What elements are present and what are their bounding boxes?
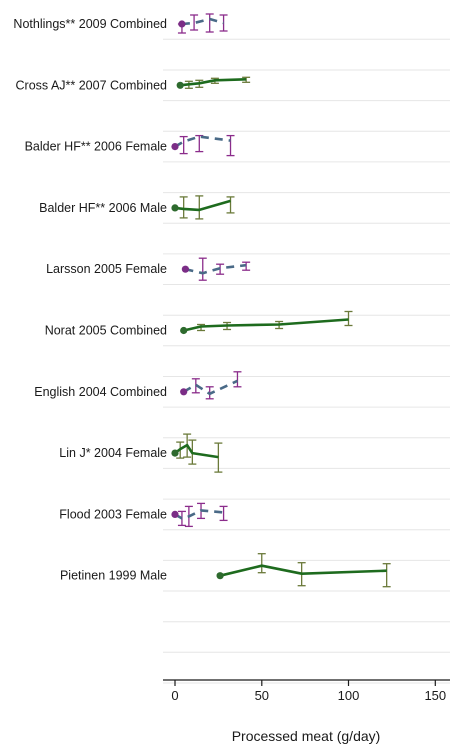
gridlines bbox=[163, 38, 450, 684]
study-label: Balder HF** 2006 Male bbox=[39, 201, 167, 215]
series-line bbox=[183, 318, 349, 332]
series-line bbox=[185, 263, 247, 275]
series-line bbox=[174, 135, 231, 148]
series-line bbox=[181, 17, 224, 26]
study-label: English 2004 Combined bbox=[34, 385, 167, 399]
x-axis: 0 50 100 150 bbox=[163, 679, 450, 703]
study-labels: Nothlings** 2009 Combined Cross AJ** 2007… bbox=[13, 17, 167, 583]
reference-point bbox=[176, 81, 184, 89]
study-series-3 bbox=[171, 195, 235, 220]
study-series-6 bbox=[180, 371, 242, 400]
x-tick-label: 100 bbox=[338, 688, 360, 703]
study-label: Lin J* 2004 Female bbox=[59, 446, 167, 460]
study-label: Cross AJ** 2007 Combined bbox=[16, 78, 168, 92]
reference-point bbox=[171, 449, 179, 457]
reference-point bbox=[178, 20, 186, 28]
x-axis-title: Processed meat (g/day) bbox=[232, 728, 381, 744]
x-tick-label: 0 bbox=[171, 688, 178, 703]
series-line bbox=[174, 199, 231, 212]
study-label: Flood 2003 Female bbox=[59, 507, 167, 521]
study-series-1 bbox=[176, 76, 251, 89]
reference-point bbox=[180, 388, 188, 396]
study-label: Balder HF** 2006 Female bbox=[25, 140, 167, 154]
reference-point bbox=[180, 326, 188, 335]
study-series-9 bbox=[216, 553, 391, 588]
series-line bbox=[219, 564, 387, 577]
reference-point bbox=[171, 204, 179, 212]
study-series-2 bbox=[171, 134, 235, 157]
study-series bbox=[171, 13, 391, 588]
study-series-8 bbox=[171, 502, 228, 528]
reference-point bbox=[171, 143, 179, 151]
x-tick-label: 150 bbox=[424, 688, 446, 703]
study-label: Pietinen 1999 Male bbox=[60, 569, 167, 583]
series-line bbox=[174, 509, 224, 520]
series-line bbox=[174, 443, 219, 459]
reference-point bbox=[181, 265, 189, 273]
study-series-5 bbox=[180, 310, 353, 335]
reference-point bbox=[216, 572, 224, 580]
study-label: Nothlings** 2009 Combined bbox=[13, 17, 167, 31]
study-label: Larsson 2005 Female bbox=[46, 262, 167, 276]
study-series-7 bbox=[171, 433, 223, 473]
series-line bbox=[180, 78, 247, 87]
series-line bbox=[183, 379, 239, 396]
study-series-4 bbox=[181, 257, 251, 281]
study-label: Norat 2005 Combined bbox=[45, 324, 167, 338]
x-tick-label: 50 bbox=[255, 688, 269, 703]
reference-point bbox=[171, 510, 179, 518]
study-series-0 bbox=[177, 13, 228, 34]
